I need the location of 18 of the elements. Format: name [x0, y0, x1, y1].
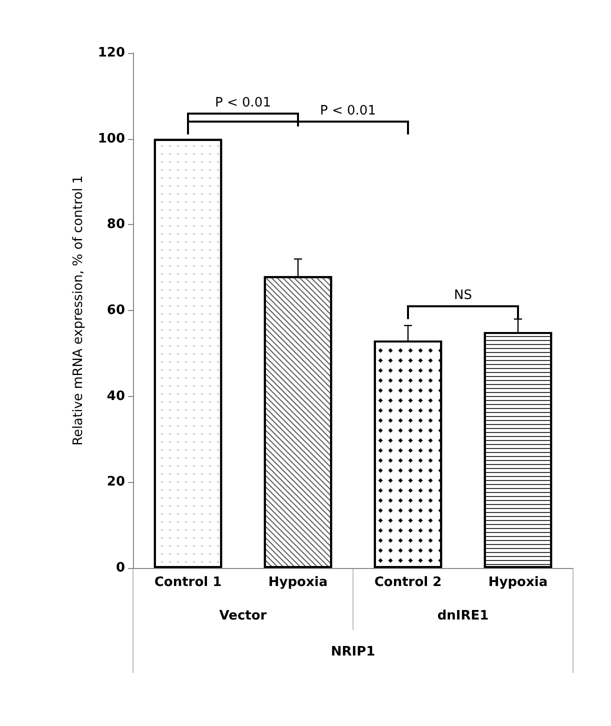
y-tick-label: 0	[116, 560, 125, 576]
y-tick-label: 120	[98, 46, 125, 60]
text: Vector	[219, 608, 268, 624]
text: dnIRE1	[437, 608, 489, 624]
y-tick-label: 80	[106, 217, 125, 232]
x-tick-label: Hypoxia	[268, 575, 328, 590]
annotation: P < 0.01	[320, 104, 376, 119]
x-tick-label: Control 2	[374, 575, 442, 590]
y-axis-title: Relative mRNA expression, % of control 1	[71, 175, 86, 446]
y-tick-label: 40	[106, 388, 125, 404]
y-tick-label: 60	[106, 303, 125, 318]
annotation: NS	[454, 288, 472, 304]
x-tick-label: Control 1	[154, 575, 222, 590]
x-tick-label: Hypoxia	[488, 575, 548, 590]
x-axis-title: NRIP1	[330, 644, 376, 660]
y-tick-label: 20	[106, 474, 125, 490]
annotation: P < 0.01	[215, 96, 271, 111]
y-tick-label: 100	[98, 131, 125, 146]
